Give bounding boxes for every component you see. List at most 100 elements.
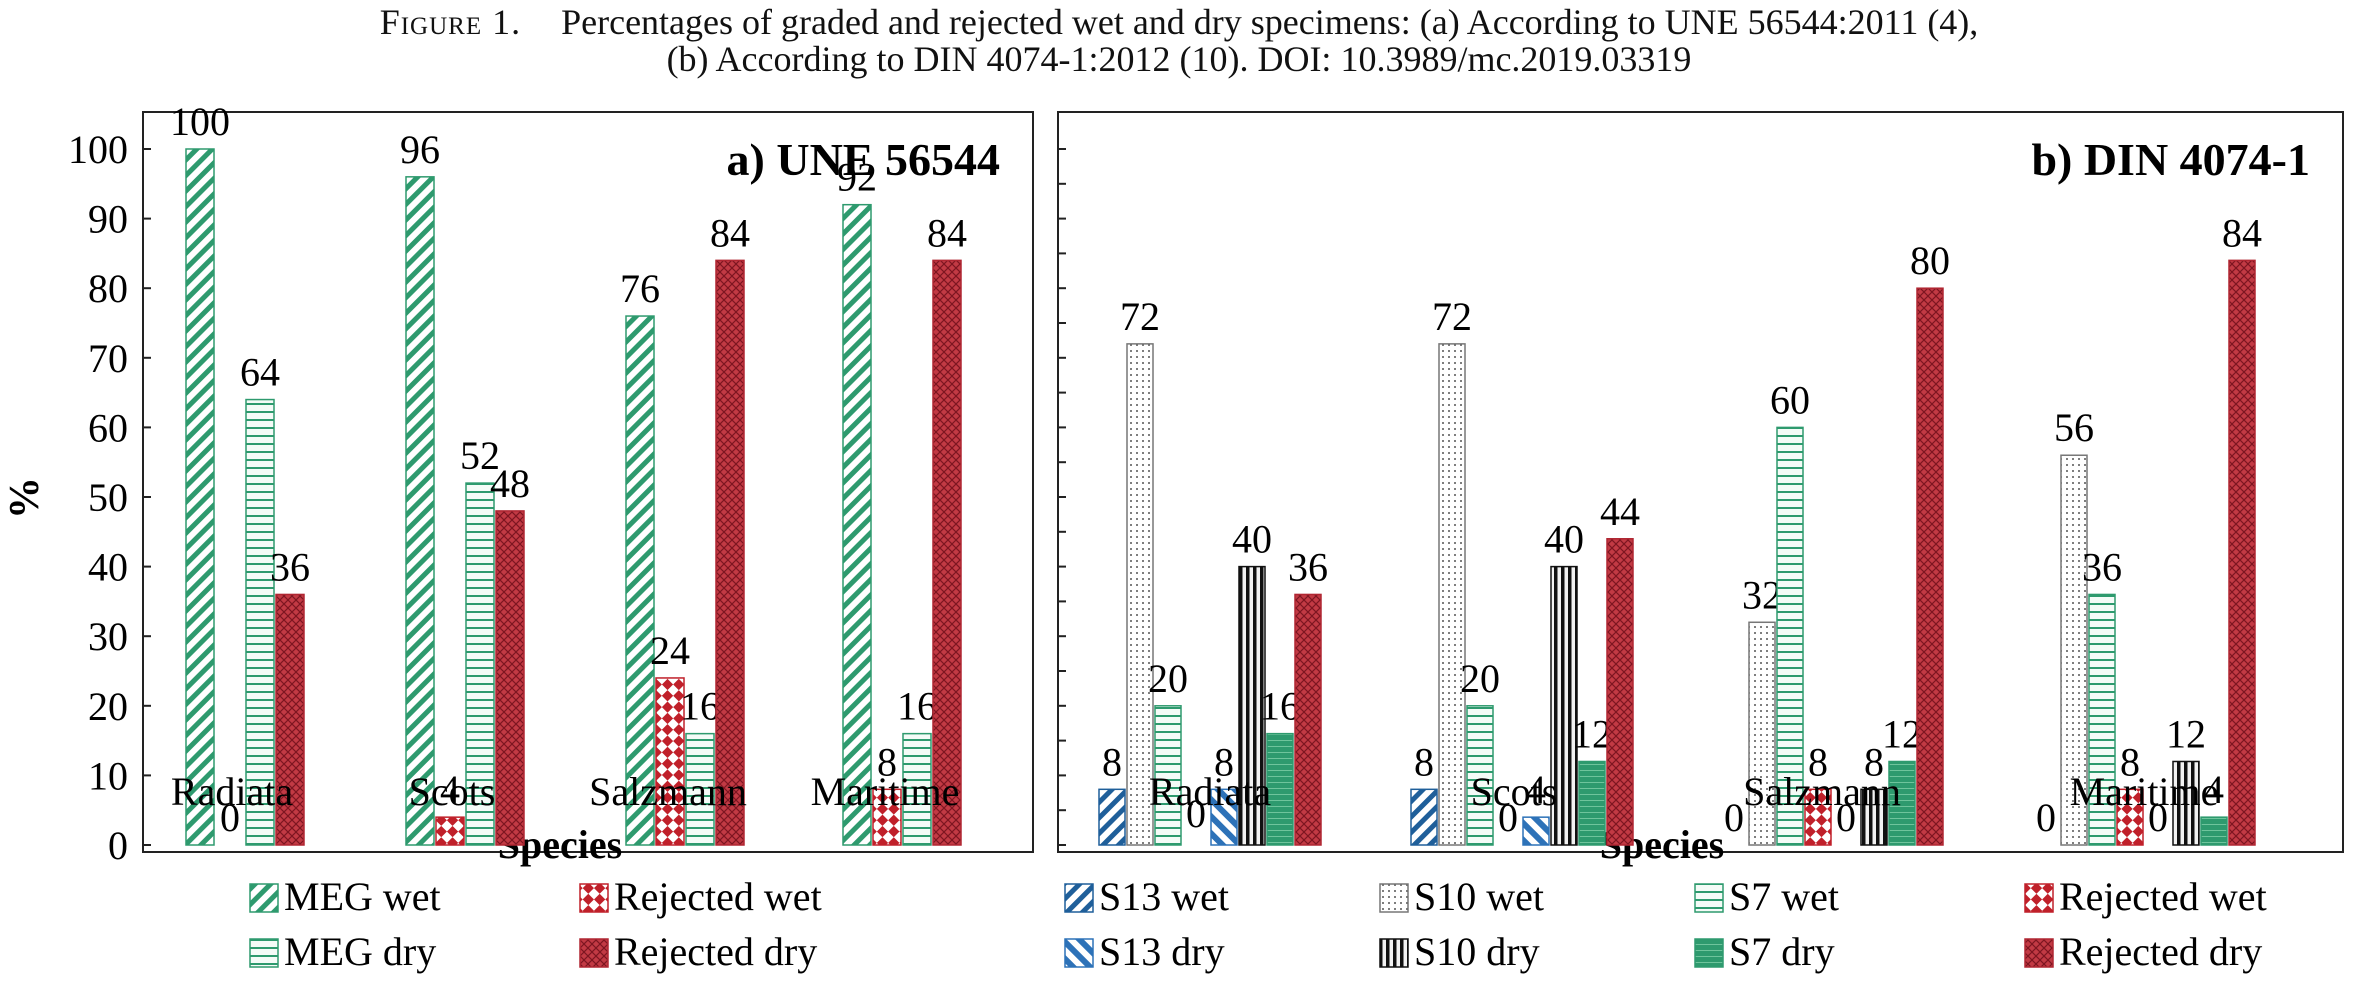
bar-rejected-dry-salzmann xyxy=(715,259,745,846)
data-label: 40 xyxy=(1232,517,1272,562)
data-label: 8 xyxy=(1414,739,1434,784)
data-label: 32 xyxy=(1742,572,1782,617)
data-label: 64 xyxy=(240,350,280,395)
bar-s10-wet-scots xyxy=(1438,343,1466,846)
data-label: 36 xyxy=(2082,544,2122,589)
bar-rejected-dry-radiata xyxy=(1294,593,1322,846)
bar-s7-dry-salzmann xyxy=(1888,760,1916,846)
panel-b-title: b) DIN 4074-1 xyxy=(2031,134,2310,185)
bar-rejected-dry-scots xyxy=(1606,538,1634,846)
panel-b-y-axis xyxy=(1058,148,1066,846)
legend-swatch-s7-wet xyxy=(1694,883,1724,913)
data-label: 72 xyxy=(1120,294,1160,339)
legend-label-meg-dry: MEG dry xyxy=(284,929,436,974)
data-label: 12 xyxy=(1572,711,1612,756)
bar-meg-wet-salzmann xyxy=(625,315,655,846)
y-tick-label: 80 xyxy=(88,266,128,311)
data-label: 16 xyxy=(1260,684,1300,729)
bar-rejected-wet-maritime xyxy=(2116,788,2144,846)
panel-b-legend: S13 wet S10 wet S7 wet Rejected wet S13 dry S… xyxy=(1064,874,2267,974)
category-label-scots: Scots xyxy=(409,769,496,814)
data-label: 0 xyxy=(1498,795,1518,840)
data-label: 36 xyxy=(1288,544,1328,589)
bar-meg-dry-scots xyxy=(465,482,495,846)
data-label: 0 xyxy=(1836,795,1856,840)
y-tick-label: 50 xyxy=(88,475,128,520)
legend-label-rejected-wet: Rejected wet xyxy=(614,874,822,919)
y-tick-label: 100 xyxy=(68,127,128,172)
data-label: 4 xyxy=(2204,767,2224,812)
bar-rejected-wet-scots xyxy=(435,816,465,846)
bar-meg-dry-radiata xyxy=(245,398,275,846)
bar-s13-wet-radiata xyxy=(1098,788,1126,846)
bar-rejected-dry-salzmann xyxy=(1916,287,1944,846)
bar-rejected-dry-maritime xyxy=(932,259,962,846)
bar-s13-dry-scots xyxy=(1522,816,1550,846)
data-label: 36 xyxy=(270,544,310,589)
panel-b-category-labels: Radiata Scots Salzmann Maritime xyxy=(1149,769,2219,814)
category-label-radiata: Radiata xyxy=(1149,769,1271,814)
panel-a-ylabel: % xyxy=(2,477,48,519)
legend-label-rejected-dry: Rejected dry xyxy=(2059,929,2262,974)
data-label: 8 xyxy=(1102,739,1122,784)
category-label-salzmann: Salzmann xyxy=(589,769,747,814)
y-tick-label: 20 xyxy=(88,684,128,729)
bar-rejected-wet-salzmann xyxy=(655,677,685,846)
data-label: 8 xyxy=(2120,739,2140,784)
panel-a-legend: MEG wet Rejected wet MEG dry Rejected dry xyxy=(249,874,822,974)
data-label: 84 xyxy=(2222,210,2262,255)
legend-swatch-meg-wet xyxy=(249,883,279,913)
bar-s13-dry-radiata xyxy=(1210,788,1238,846)
bar-meg-wet-radiata xyxy=(185,148,215,846)
figure-caption: Figure 1. Percentages of graded and rejec… xyxy=(0,4,2358,78)
y-tick-label: 30 xyxy=(88,614,128,659)
bar-rejected-dry-radiata xyxy=(275,593,305,846)
data-label: 0 xyxy=(1724,795,1744,840)
data-label: 0 xyxy=(220,795,240,840)
bar-s10-dry-scots xyxy=(1550,565,1578,846)
y-tick-label: 70 xyxy=(88,336,128,381)
bar-s10-dry-maritime xyxy=(2172,760,2200,846)
data-label: 44 xyxy=(1600,489,1640,534)
legend-label-s10-wet: S10 wet xyxy=(1414,874,1544,919)
bar-s7-wet-radiata xyxy=(1154,705,1182,846)
y-tick-label: 0 xyxy=(108,823,128,868)
caption-line-1: Percentages of graded and rejected wet a… xyxy=(561,2,1979,42)
y-tick-label: 90 xyxy=(88,197,128,242)
legend-label-s13-wet: S13 wet xyxy=(1099,874,1229,919)
panel-b-frame xyxy=(1057,111,2344,853)
category-label-scots: Scots xyxy=(1471,769,1558,814)
data-label: 56 xyxy=(2054,405,2094,450)
bar-rejected-dry-scots xyxy=(495,510,525,846)
bar-meg-wet-scots xyxy=(405,176,435,846)
panel-a-title: a) UNE 56544 xyxy=(727,134,1000,185)
legend-label-rejected-wet: Rejected wet xyxy=(2059,874,2267,919)
bar-s7-wet-salzmann xyxy=(1776,426,1804,846)
category-label-maritime: Maritime xyxy=(2070,769,2219,814)
bar-rejected-wet-salzmann xyxy=(1804,788,1832,846)
data-label: 24 xyxy=(650,628,690,673)
data-label: 92 xyxy=(837,155,877,200)
legend-label-s10-dry: S10 dry xyxy=(1414,929,1540,974)
figure-label: Figure 1. xyxy=(379,2,522,42)
data-label: 72 xyxy=(1432,294,1472,339)
y-tick-label: 10 xyxy=(88,753,128,798)
data-label: 60 xyxy=(1770,377,1810,422)
legend-label-s13-dry: S13 dry xyxy=(1099,929,1225,974)
data-label: 8 xyxy=(1214,739,1234,784)
data-label: 8 xyxy=(877,739,897,784)
bar-s10-wet-salzmann xyxy=(1748,621,1776,846)
bar-meg-dry-salzmann xyxy=(685,732,715,846)
legend-swatch-s10-dry xyxy=(1379,938,1409,968)
data-label: 8 xyxy=(1808,739,1828,784)
bar-s10-wet-maritime xyxy=(2060,454,2088,846)
panel-a-frame xyxy=(142,111,1034,853)
legend-swatch-meg-dry xyxy=(249,938,279,968)
data-label: 80 xyxy=(1910,238,1950,283)
legend-swatch-s13-dry xyxy=(1064,938,1094,968)
bar-s10-wet-radiata xyxy=(1126,343,1154,846)
data-label: 16 xyxy=(897,684,937,729)
data-label: 4 xyxy=(1526,767,1546,812)
